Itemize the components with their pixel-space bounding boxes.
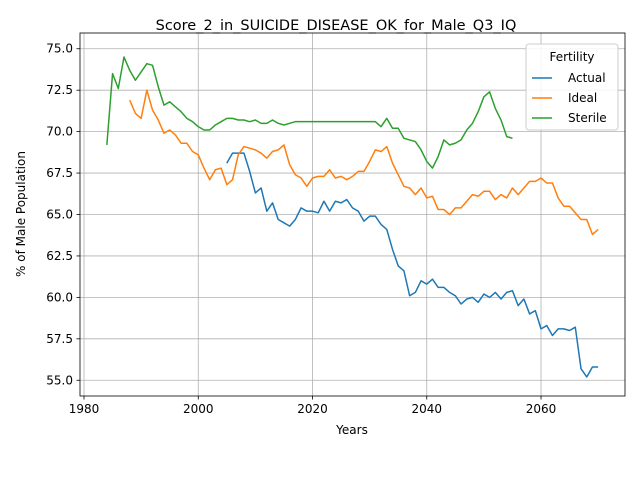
- y-tick-label: 62.5: [46, 249, 73, 263]
- series-lines: [106, 56, 599, 378]
- y-axis-title: % of Male Population: [14, 151, 28, 277]
- legend-label-actual: Actual: [568, 71, 606, 85]
- y-tick-label: 55.0: [46, 373, 73, 387]
- legend: Fertility Actual Ideal Sterile: [525, 43, 619, 131]
- y-tick-label: 60.0: [46, 290, 73, 304]
- legend-entries: Actual Ideal Sterile: [532, 71, 607, 125]
- legend-label-sterile: Sterile: [568, 111, 607, 125]
- chart-title: Score_2_in_SUICIDE_DISEASE_OK_for_Male_Q…: [156, 18, 517, 34]
- y-tick-label: 72.5: [46, 83, 73, 97]
- legend-label-ideal: Ideal: [568, 91, 597, 105]
- series-line-actual: [226, 152, 599, 378]
- axis-ticks: 1980 2000 2020 2040 2060 55.0 57.5 60.0 62.5 65.0…: [46, 42, 556, 416]
- y-tick-label: 65.0: [46, 208, 73, 222]
- y-tick-label: 57.5: [46, 332, 73, 346]
- series-line-sterile: [106, 56, 513, 169]
- grid: [80, 33, 625, 396]
- x-tick-label: 2020: [297, 402, 328, 416]
- y-tick-label: 70.0: [46, 125, 73, 139]
- y-tick-label: 75.0: [46, 42, 73, 56]
- x-tick-label: 2060: [526, 402, 557, 416]
- x-tick-label: 2000: [183, 402, 214, 416]
- legend-title: Fertility: [549, 50, 594, 64]
- x-tick-label: 2040: [411, 402, 442, 416]
- legend-box: [525, 43, 619, 131]
- x-tick-label: 1980: [69, 402, 100, 416]
- x-axis-title: Years: [335, 423, 368, 437]
- series-line-ideal: [129, 89, 599, 236]
- y-tick-label: 67.5: [46, 166, 73, 180]
